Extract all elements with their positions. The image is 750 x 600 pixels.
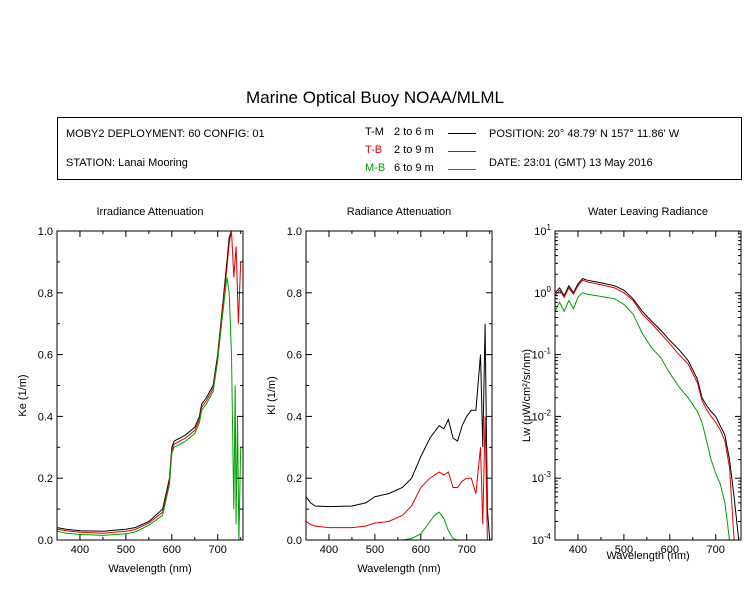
plot-frame <box>56 230 244 541</box>
y-tick-exponent: 0 <box>547 285 552 294</box>
x-tick-label: 500 <box>117 544 135 556</box>
x-tick-label: 700 <box>209 544 227 556</box>
legend-line-t-b <box>448 151 476 152</box>
y-tick-label: 10-3 <box>532 470 552 485</box>
date-label: DATE: 23:01 (GMT) 13 May 2016 <box>489 157 653 169</box>
info-box: MOBY2 DEPLOYMENT: 60 CONFIG: 01 STATION:… <box>57 117 742 180</box>
x-tick-label: 400 <box>569 544 587 556</box>
position-label: POSITION: 20° 48.79' N 157° 11.86' W <box>489 128 680 140</box>
x-tick-label: 700 <box>707 544 725 556</box>
x-tick-label: 600 <box>412 544 430 556</box>
y-tick-label: 100 <box>534 285 551 300</box>
depth-pair-range-0: 2 to 6 m <box>394 126 434 138</box>
y-tick-label: 0.0 <box>38 535 53 547</box>
series-line-t-m <box>555 278 740 540</box>
station-label: STATION: Lanai Mooring <box>66 157 188 169</box>
y-tick-label: 10-1 <box>532 347 552 362</box>
y-tick-label: 0.4 <box>287 411 302 423</box>
y-tick-exponent: -1 <box>544 347 552 356</box>
y-tick-label: 101 <box>534 223 551 238</box>
y-tick-label: 0.8 <box>287 288 302 300</box>
x-tick-label: 400 <box>71 544 89 556</box>
x-axis-label: Wavelength (nm) <box>606 550 689 562</box>
x-axis-label: Wavelength (nm) <box>357 563 440 575</box>
y-tick-label: 0.8 <box>38 288 53 300</box>
series-line-m-b <box>555 292 730 540</box>
depth-pair-name-2: M-B <box>365 162 386 174</box>
y-tick-label: 0.6 <box>38 350 53 362</box>
y-tick-label: 0.2 <box>287 473 302 485</box>
y-tick-label: 10-2 <box>532 408 552 423</box>
x-axis-label: Wavelength (nm) <box>108 563 191 575</box>
series-line-t-b <box>57 231 242 534</box>
y-tick-label: 0.0 <box>287 535 302 547</box>
x-tick-label: 500 <box>615 544 633 556</box>
y-tick-exponent: 1 <box>547 223 552 232</box>
x-tick-label: 600 <box>163 544 181 556</box>
series-line-t-m <box>306 323 491 540</box>
y-tick-label: 0.2 <box>38 473 53 485</box>
y-tick-label: 1.0 <box>287 226 302 238</box>
depth-pair-name-1: T-B <box>365 144 383 156</box>
y-tick-exponent: -4 <box>544 532 552 541</box>
legend-line-t-m <box>448 133 476 134</box>
series-line-t-m <box>57 231 234 532</box>
y-tick-label: 10-4 <box>532 532 552 547</box>
page-title: Marine Optical Buoy NOAA/MLML <box>246 88 504 107</box>
plot-frame <box>305 230 493 541</box>
depth-pair-range-1: 2 to 9 m <box>394 144 434 156</box>
y-tick-exponent: -2 <box>544 408 552 417</box>
chart-title: Irradiance Attenuation <box>96 206 203 218</box>
chart-panel-1: Radiance Attenuation 400 500 600 700 0.0 0.2 0.… <box>266 206 493 575</box>
chart-panel-0: Irradiance Attenuation 400 500 600 700 0.0 0.2… <box>17 206 244 575</box>
x-tick-label: 400 <box>320 544 338 556</box>
chart-title: Water Leaving Radiance <box>588 206 708 218</box>
y-tick-label: 0.4 <box>38 411 53 423</box>
y-tick-label: 0.6 <box>287 350 302 362</box>
plot-frame <box>554 230 742 541</box>
series-line-t-b <box>306 416 490 540</box>
y-tick-exponent: -3 <box>544 470 552 479</box>
y-tick-label: 1.0 <box>38 226 53 238</box>
deployment-label: MOBY2 DEPLOYMENT: 60 CONFIG: 01 <box>66 128 265 140</box>
x-tick-label: 700 <box>458 544 476 556</box>
series-line-t-b <box>555 279 735 540</box>
chart-title: Radiance Attenuation <box>347 206 452 218</box>
y-axis-label: Kl (1/m) <box>266 376 278 415</box>
x-tick-label: 500 <box>366 544 384 556</box>
y-axis-label: Lw (μW/cm²/sr/nm) <box>521 349 533 442</box>
series-line-m-b <box>306 511 458 540</box>
depth-pair-range-2: 6 to 9 m <box>394 162 434 174</box>
x-tick-label: 600 <box>661 544 679 556</box>
series-line-m-b <box>57 277 242 540</box>
legend-line-m-b <box>448 169 476 170</box>
y-axis-label: Ke (1/m) <box>17 374 29 416</box>
depth-pair-name-0: T-M <box>365 126 384 138</box>
